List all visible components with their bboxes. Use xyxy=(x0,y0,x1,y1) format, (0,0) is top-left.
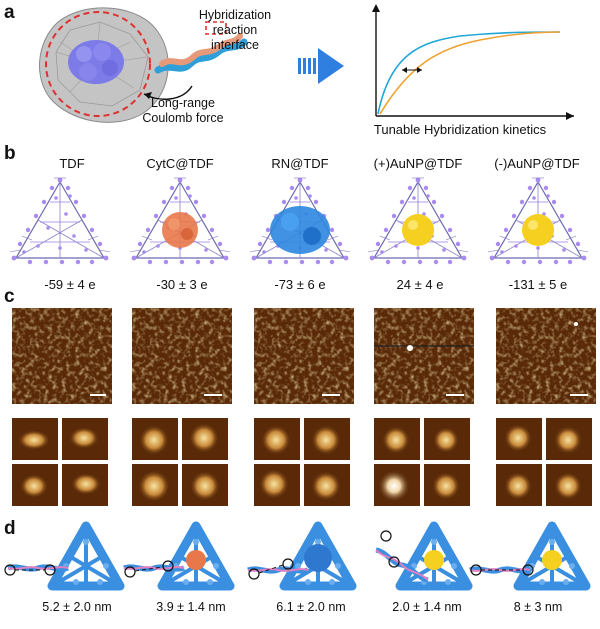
mesh-cytc-tdf xyxy=(124,526,230,586)
distance-5: 8 ± 3 nm xyxy=(513,600,563,614)
interaction-range-circle xyxy=(45,11,151,117)
structure-label-5: (-)AuNP@TDF xyxy=(494,156,580,171)
scale-bar xyxy=(446,394,464,396)
curve-slow xyxy=(379,31,561,115)
scale-bar xyxy=(204,394,222,396)
protein-core xyxy=(68,40,124,84)
charge-1: -59 ± 4 e xyxy=(44,277,96,292)
distance-1: 5.2 ± 2.0 nm xyxy=(42,600,112,614)
structure-label-2: CytC@TDF xyxy=(146,156,214,171)
transition-arrow xyxy=(298,48,344,84)
panel-letter-c: c xyxy=(4,286,15,307)
mesh-tdf xyxy=(4,526,120,586)
charge-4: 24 ± 4 e xyxy=(396,277,444,292)
protein-dna-complex-illustration xyxy=(39,7,248,123)
panel-letter-d: d xyxy=(4,518,16,539)
afm-image-pos-aunp-tdf xyxy=(374,308,474,404)
scale-bar xyxy=(90,394,106,396)
afm-image-tdf xyxy=(12,308,112,404)
annotation-interface: Hybridization reaction interface xyxy=(198,8,272,52)
mesh-neg-aunp-tdf xyxy=(470,526,586,586)
structure-neg-aunp-tdf xyxy=(487,177,589,265)
panel-letter-a: a xyxy=(4,2,15,23)
hybridization-strand xyxy=(154,21,248,74)
structure-models-row xyxy=(9,177,589,265)
afm-zoom-tiles xyxy=(12,418,592,506)
charge-5: -131 ± 5 e xyxy=(508,277,568,292)
distance-3: 6.1 ± 2.0 nm xyxy=(276,600,346,614)
afm-image-rn-tdf xyxy=(254,308,354,404)
structure-label-1: TDF xyxy=(59,156,85,171)
structure-label-3: RN@TDF xyxy=(271,156,329,171)
mesh-models-row xyxy=(4,520,600,596)
distance-2: 3.9 ± 1.4 nm xyxy=(156,600,226,614)
mesh-pos-aunp-tdf xyxy=(375,526,468,586)
panel-letter-b: b xyxy=(4,143,16,164)
annotation-force: Long-range Coulomb force xyxy=(142,96,224,125)
structure-cytc-tdf xyxy=(129,177,231,265)
charge-2: -30 ± 3 e xyxy=(156,277,208,292)
chart-caption: Tunable Hybridization kinetics xyxy=(373,122,547,137)
distance-4: 2.0 ± 1.4 nm xyxy=(392,600,462,614)
scale-bar xyxy=(570,394,588,396)
structure-pos-aunp-tdf xyxy=(367,177,469,265)
afm-image-cytc-tdf xyxy=(132,308,232,404)
structure-tdf xyxy=(9,177,111,265)
kinetics-chart xyxy=(372,4,574,120)
charge-3: -73 ± 6 e xyxy=(274,277,326,292)
curve-fast xyxy=(377,31,561,115)
afm-image-neg-aunp-tdf xyxy=(496,308,596,404)
mesh-rn-tdf xyxy=(248,526,352,586)
scale-bar xyxy=(322,394,340,396)
structure-label-4: (+)AuNP@TDF xyxy=(373,156,463,171)
structure-rn-tdf xyxy=(249,177,351,265)
